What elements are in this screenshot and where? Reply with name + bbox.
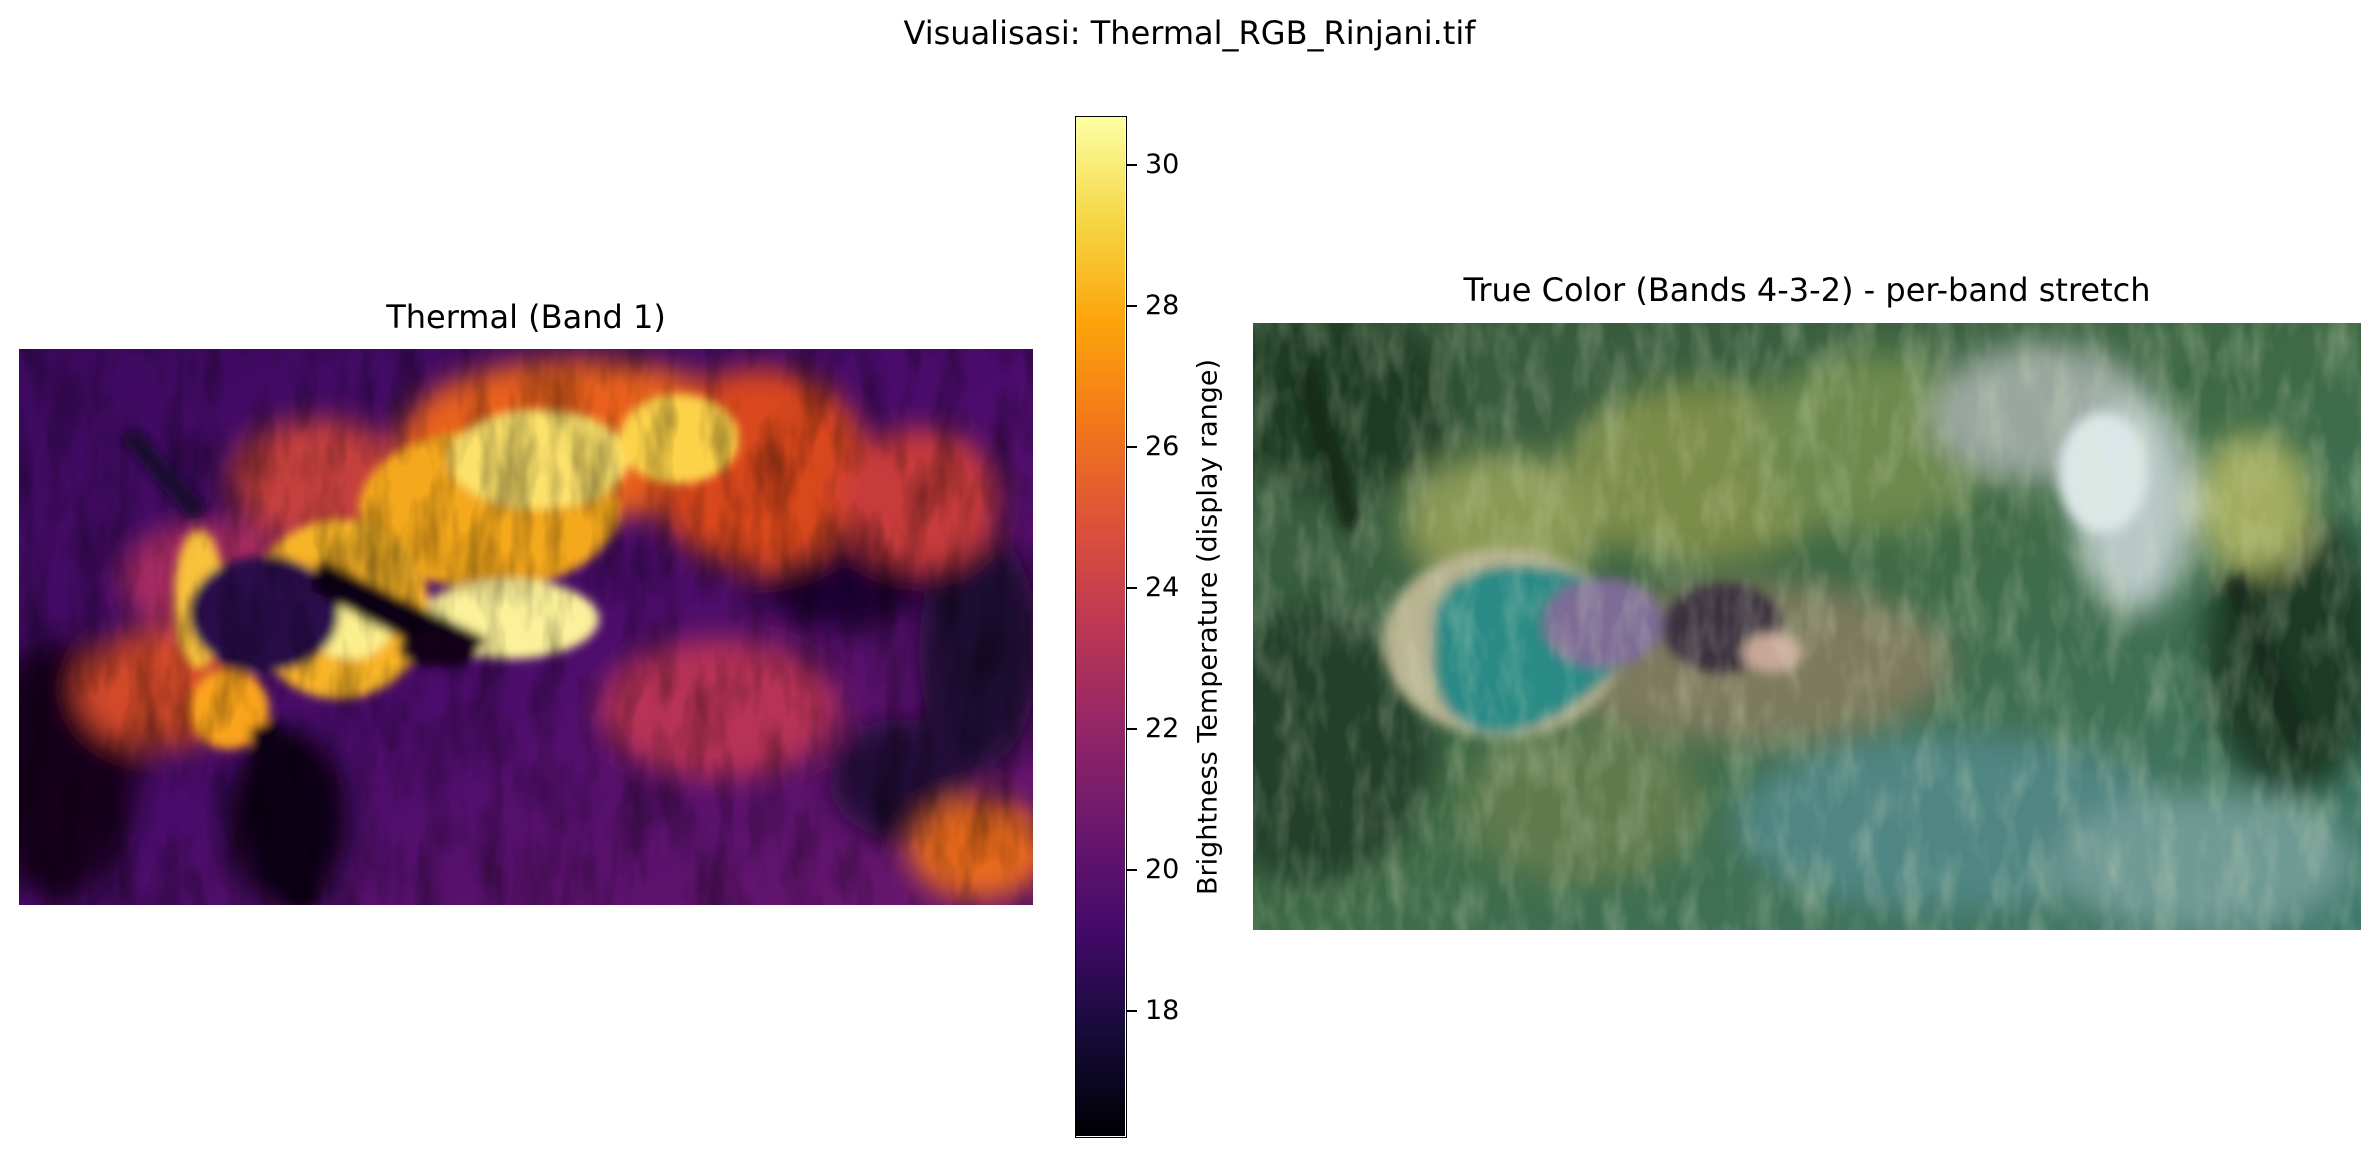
colorbar-tick-label: 18 <box>1145 995 1180 1027</box>
figure-title: Visualisasi: Thermal_RGB_Rinjani.tif <box>903 14 1476 52</box>
thermal-panel-title: Thermal (Band 1) <box>386 298 666 336</box>
colorbar-tick-label: 24 <box>1145 572 1180 604</box>
thermal-image <box>19 349 1033 905</box>
colorbar-label: Brightness Temperature (display range) <box>1192 358 1224 896</box>
true-color-image <box>1253 323 2361 930</box>
colorbar-tick-mark <box>1127 164 1137 167</box>
colorbar-tick-label: 28 <box>1145 290 1180 322</box>
colorbar-tick-mark <box>1127 446 1137 449</box>
colorbar-tick-mark <box>1127 305 1137 308</box>
colorbar-tick-label: 30 <box>1145 149 1180 181</box>
colorbar-tick-mark <box>1127 587 1137 590</box>
colorbar <box>1075 116 1127 1138</box>
rgb-panel-title: True Color (Bands 4-3-2) - per-band stre… <box>1463 271 2151 309</box>
colorbar-tick-label: 20 <box>1145 854 1180 886</box>
colorbar-tick-mark <box>1127 1010 1137 1013</box>
colorbar-tick-mark <box>1127 869 1137 872</box>
colorbar-tick-mark <box>1127 728 1137 731</box>
colorbar-tick-label: 26 <box>1145 431 1180 463</box>
colorbar-tick-label: 22 <box>1145 713 1180 745</box>
